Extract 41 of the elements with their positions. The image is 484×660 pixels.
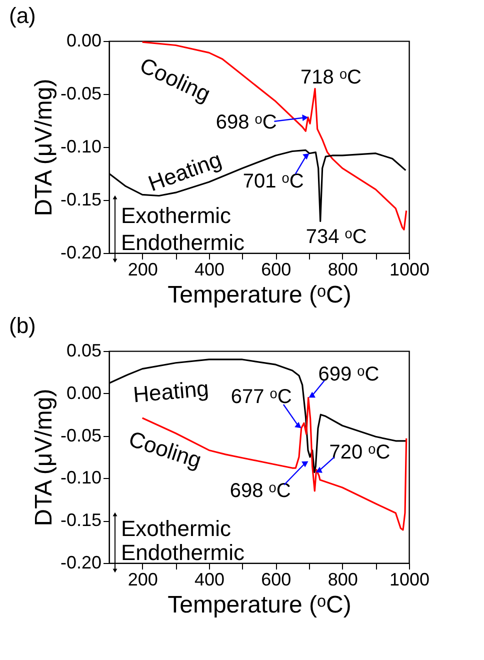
chart-title: (a) xyxy=(9,3,36,28)
x-axis-title: Temperature (ᵒC) xyxy=(168,592,352,618)
x-tick-label: 600 xyxy=(261,260,292,280)
y-tick-label: 0.00 xyxy=(66,30,102,50)
y-tick-label: -0.10 xyxy=(60,136,102,156)
x-tick-label: 200 xyxy=(128,260,158,280)
y-tick-label: 0.00 xyxy=(66,382,102,403)
annotation: 677 ᵒC xyxy=(230,386,292,408)
y-axis-title: DTA (μV/mg) xyxy=(30,78,58,216)
x-tick-label: 600 xyxy=(261,570,292,590)
x-axis-title: Temperature (ᵒC) xyxy=(168,282,352,308)
y-tick-label: -0.05 xyxy=(60,425,102,446)
annotation: 699 ᵒC xyxy=(318,364,380,386)
x-tick-label: 1000 xyxy=(389,570,430,590)
chart-title: (b) xyxy=(9,313,36,338)
x-tick-label: 400 xyxy=(194,570,225,590)
y-axis-title: DTA (μV/mg) xyxy=(30,388,58,526)
annotation: 698 ᵒC xyxy=(216,111,277,134)
y-tick-label: -0.15 xyxy=(60,510,102,530)
y-tick-label: -0.20 xyxy=(60,552,102,572)
y-tick-label: -0.15 xyxy=(60,190,102,210)
annotation: Exothermic xyxy=(121,203,232,228)
x-tick-label: 400 xyxy=(194,260,225,280)
y-tick-label: -0.05 xyxy=(60,84,102,104)
y-tick-label: -0.20 xyxy=(60,242,102,262)
annotation: 734 ᵒC xyxy=(306,226,367,248)
annotation: Exothermic xyxy=(121,516,232,541)
annotation: 718 ᵒC xyxy=(300,66,362,89)
x-tick-label: 1000 xyxy=(389,260,430,280)
annotation: Endothermic xyxy=(121,230,245,255)
annotation: 720 ᵒC xyxy=(329,441,390,464)
annotation: 701 ᵒC xyxy=(242,170,304,192)
annotation: Heating xyxy=(132,376,210,408)
x-tick-label: 800 xyxy=(328,570,358,590)
x-tick-label: 200 xyxy=(128,570,158,590)
annotation: Heating xyxy=(144,146,225,196)
annotation: Endothermic xyxy=(121,540,245,565)
y-tick-label: 0.05 xyxy=(66,340,102,360)
annotation: 698 ᵒC xyxy=(230,480,291,502)
x-tick-label: 800 xyxy=(328,260,358,280)
y-tick-label: -0.10 xyxy=(60,468,102,488)
